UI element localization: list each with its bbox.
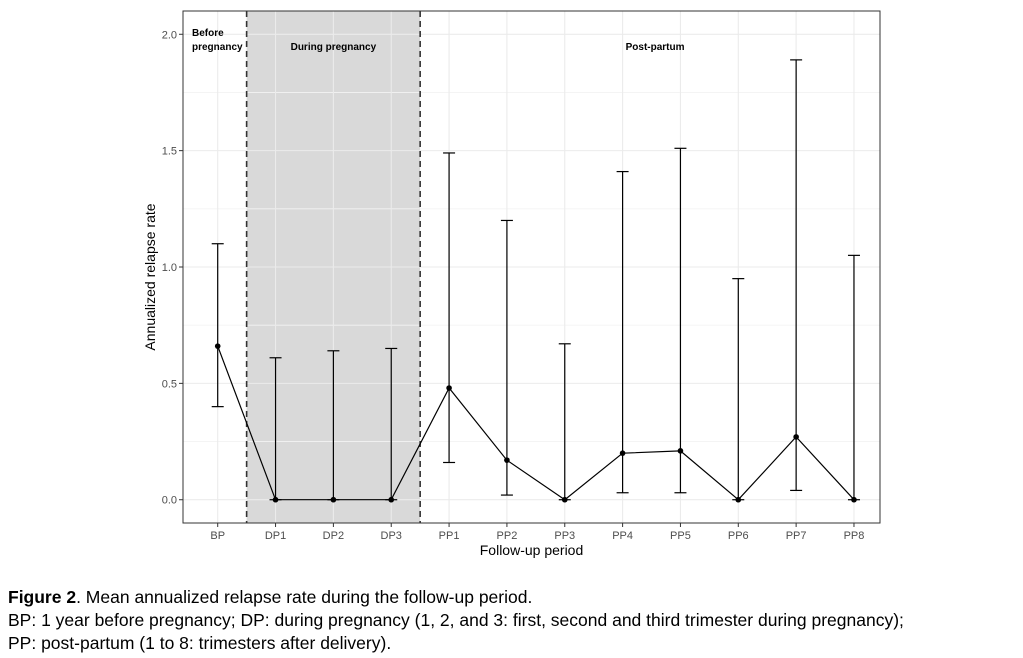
x-axis: BP DP1 DP2 DP3 PP1 PP2 PP3 PP4 PP5 PP6 PP7 PP8 (210, 523, 864, 542)
x-tick-label-PP8: PP8 (844, 530, 865, 542)
x-tick-label-PP5: PP5 (670, 530, 691, 542)
region-label-during-pregnancy: During pregnancy (291, 42, 377, 53)
data-point-PP6 (735, 496, 742, 503)
point-layer (214, 343, 857, 503)
data-point-DP1 (272, 496, 279, 503)
line-layer (217, 345, 855, 501)
data-point-PP3 (561, 496, 568, 503)
figure-label: Figure 2 (8, 587, 77, 607)
y-tick-label: 0.0 (162, 495, 177, 507)
x-tick-label-PP7: PP7 (786, 530, 807, 542)
caption-line-2: BP: 1 year before pregnancy; DP: during … (8, 610, 904, 630)
data-point-PP2 (504, 457, 510, 463)
x-tick-label-DP1: DP1 (265, 530, 286, 542)
y-tick-label: 2.0 (162, 29, 177, 41)
region-label-before-pregnancy: pregnancy (192, 42, 243, 53)
data-point-DP2 (330, 496, 337, 503)
x-axis-title: Follow-up period (480, 542, 584, 558)
data-point-PP1 (446, 385, 452, 391)
data-point-PP4 (619, 450, 626, 456)
x-tick-label-PP4: PP4 (612, 530, 633, 542)
y-axis-title: Annualized relapse rate (142, 203, 158, 350)
y-axis: 0.0 0.5 1.0 1.5 2.0 (162, 29, 183, 507)
x-tick-label-PP2: PP2 (497, 530, 518, 542)
divider-layer (245, 11, 421, 523)
relapse-rate-chart: 0.0 0.5 1.0 1.5 2.0 BP DP1 DP2 DP3 PP1 PP2 PP3 PP4 P… (142, 10, 881, 558)
y-tick-label: 0.5 (162, 378, 177, 390)
data-point-PP5 (677, 448, 684, 454)
errorbar-layer (211, 59, 860, 501)
data-point-DP3 (388, 496, 395, 503)
region-label-post-partum: Post-partum (626, 42, 685, 53)
data-point-BP (214, 343, 221, 349)
x-tick-label-PP1: PP1 (439, 530, 460, 542)
mean-rate-line (217, 345, 855, 501)
data-point-PP7 (793, 434, 799, 440)
region-label-before-pregnancy: Before (192, 28, 224, 39)
y-tick-label: 1.0 (162, 262, 177, 274)
x-tick-label-DP3: DP3 (381, 530, 402, 542)
x-tick-label-BP: BP (210, 530, 225, 542)
caption-line-1: Figure 2. Mean annualized relapse rate d… (8, 586, 1018, 609)
x-tick-label-DP2: DP2 (323, 530, 344, 542)
figure-caption: Figure 2. Mean annualized relapse rate d… (8, 586, 1018, 655)
caption-title: . Mean annualized relapse rate during th… (76, 587, 533, 607)
y-tick-label: 1.5 (162, 146, 177, 158)
x-tick-label-PP3: PP3 (554, 530, 575, 542)
caption-line-3: PP: post-partum (1 to 8: trimesters afte… (8, 633, 392, 653)
data-point-PP8 (851, 496, 857, 503)
x-tick-label-PP6: PP6 (728, 530, 749, 542)
region-labels: Before pregnancy During pregnancy Post-part… (192, 28, 685, 53)
